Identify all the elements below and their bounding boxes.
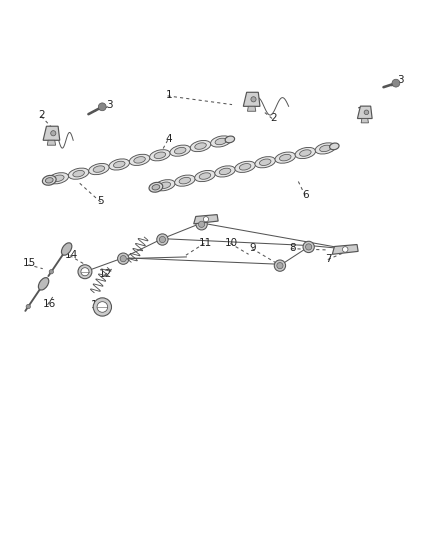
- Circle shape: [203, 216, 208, 222]
- Ellipse shape: [46, 177, 53, 183]
- Circle shape: [157, 234, 168, 245]
- Ellipse shape: [190, 141, 211, 152]
- Ellipse shape: [215, 138, 226, 144]
- Text: 12: 12: [99, 269, 113, 279]
- Ellipse shape: [225, 136, 235, 143]
- Ellipse shape: [42, 175, 56, 185]
- Polygon shape: [43, 126, 60, 140]
- Ellipse shape: [259, 159, 271, 165]
- Ellipse shape: [275, 152, 296, 163]
- Text: 10: 10: [225, 238, 238, 247]
- Circle shape: [78, 265, 92, 279]
- Text: 16: 16: [42, 299, 56, 309]
- Text: 15: 15: [23, 259, 36, 269]
- Circle shape: [51, 131, 56, 136]
- Circle shape: [49, 270, 53, 274]
- Ellipse shape: [239, 164, 251, 170]
- Ellipse shape: [199, 173, 211, 179]
- Text: 3: 3: [106, 100, 113, 110]
- Circle shape: [81, 268, 89, 276]
- Circle shape: [97, 302, 108, 312]
- Ellipse shape: [39, 278, 49, 290]
- Ellipse shape: [320, 145, 331, 152]
- Ellipse shape: [179, 177, 191, 184]
- Polygon shape: [357, 106, 372, 118]
- Ellipse shape: [152, 184, 160, 190]
- Ellipse shape: [53, 175, 64, 182]
- Ellipse shape: [279, 155, 291, 161]
- Circle shape: [343, 247, 348, 252]
- Text: 7: 7: [325, 254, 332, 264]
- Ellipse shape: [219, 168, 231, 175]
- Circle shape: [159, 237, 166, 243]
- Text: 3: 3: [398, 75, 404, 85]
- Ellipse shape: [155, 180, 175, 191]
- Text: 14: 14: [64, 250, 78, 260]
- Polygon shape: [361, 118, 368, 123]
- Ellipse shape: [150, 150, 170, 161]
- Circle shape: [120, 255, 126, 262]
- Polygon shape: [247, 107, 256, 111]
- Ellipse shape: [68, 168, 89, 179]
- Circle shape: [198, 221, 205, 228]
- Text: 2: 2: [270, 112, 277, 123]
- Ellipse shape: [170, 145, 191, 156]
- Polygon shape: [47, 140, 56, 145]
- Ellipse shape: [255, 157, 276, 168]
- Ellipse shape: [295, 148, 316, 159]
- Text: 6: 6: [303, 190, 309, 200]
- Ellipse shape: [315, 143, 336, 154]
- Ellipse shape: [300, 150, 311, 156]
- Ellipse shape: [235, 161, 255, 173]
- Circle shape: [99, 103, 106, 111]
- Polygon shape: [194, 215, 218, 224]
- Circle shape: [392, 79, 400, 87]
- Circle shape: [26, 304, 30, 309]
- Text: 4: 4: [166, 134, 172, 144]
- Ellipse shape: [88, 164, 109, 175]
- Ellipse shape: [154, 152, 166, 158]
- Ellipse shape: [174, 148, 186, 154]
- Polygon shape: [244, 92, 260, 107]
- Circle shape: [364, 110, 369, 115]
- Circle shape: [251, 96, 256, 102]
- Ellipse shape: [109, 159, 130, 170]
- Ellipse shape: [93, 166, 105, 172]
- Ellipse shape: [149, 182, 163, 192]
- Text: 8: 8: [289, 243, 295, 253]
- Ellipse shape: [48, 173, 68, 184]
- Text: 1: 1: [166, 90, 172, 100]
- Circle shape: [117, 253, 129, 264]
- Text: 1: 1: [357, 107, 364, 117]
- Ellipse shape: [195, 171, 215, 182]
- Ellipse shape: [113, 161, 125, 168]
- Text: 13: 13: [91, 300, 104, 310]
- Circle shape: [303, 241, 314, 253]
- Ellipse shape: [330, 143, 339, 150]
- Circle shape: [306, 244, 312, 250]
- Ellipse shape: [73, 171, 85, 177]
- Ellipse shape: [134, 157, 145, 163]
- Ellipse shape: [175, 175, 195, 186]
- Text: 2: 2: [38, 110, 45, 120]
- Ellipse shape: [61, 243, 72, 255]
- Circle shape: [93, 298, 112, 316]
- Ellipse shape: [211, 136, 231, 147]
- Circle shape: [196, 219, 207, 230]
- Text: 11: 11: [198, 238, 212, 247]
- Ellipse shape: [195, 143, 206, 149]
- Text: 9: 9: [250, 243, 256, 253]
- Circle shape: [274, 260, 286, 271]
- Circle shape: [277, 263, 283, 269]
- Ellipse shape: [129, 154, 150, 165]
- Text: 5: 5: [97, 196, 104, 206]
- Polygon shape: [332, 245, 358, 254]
- Ellipse shape: [215, 166, 235, 177]
- Ellipse shape: [159, 182, 170, 189]
